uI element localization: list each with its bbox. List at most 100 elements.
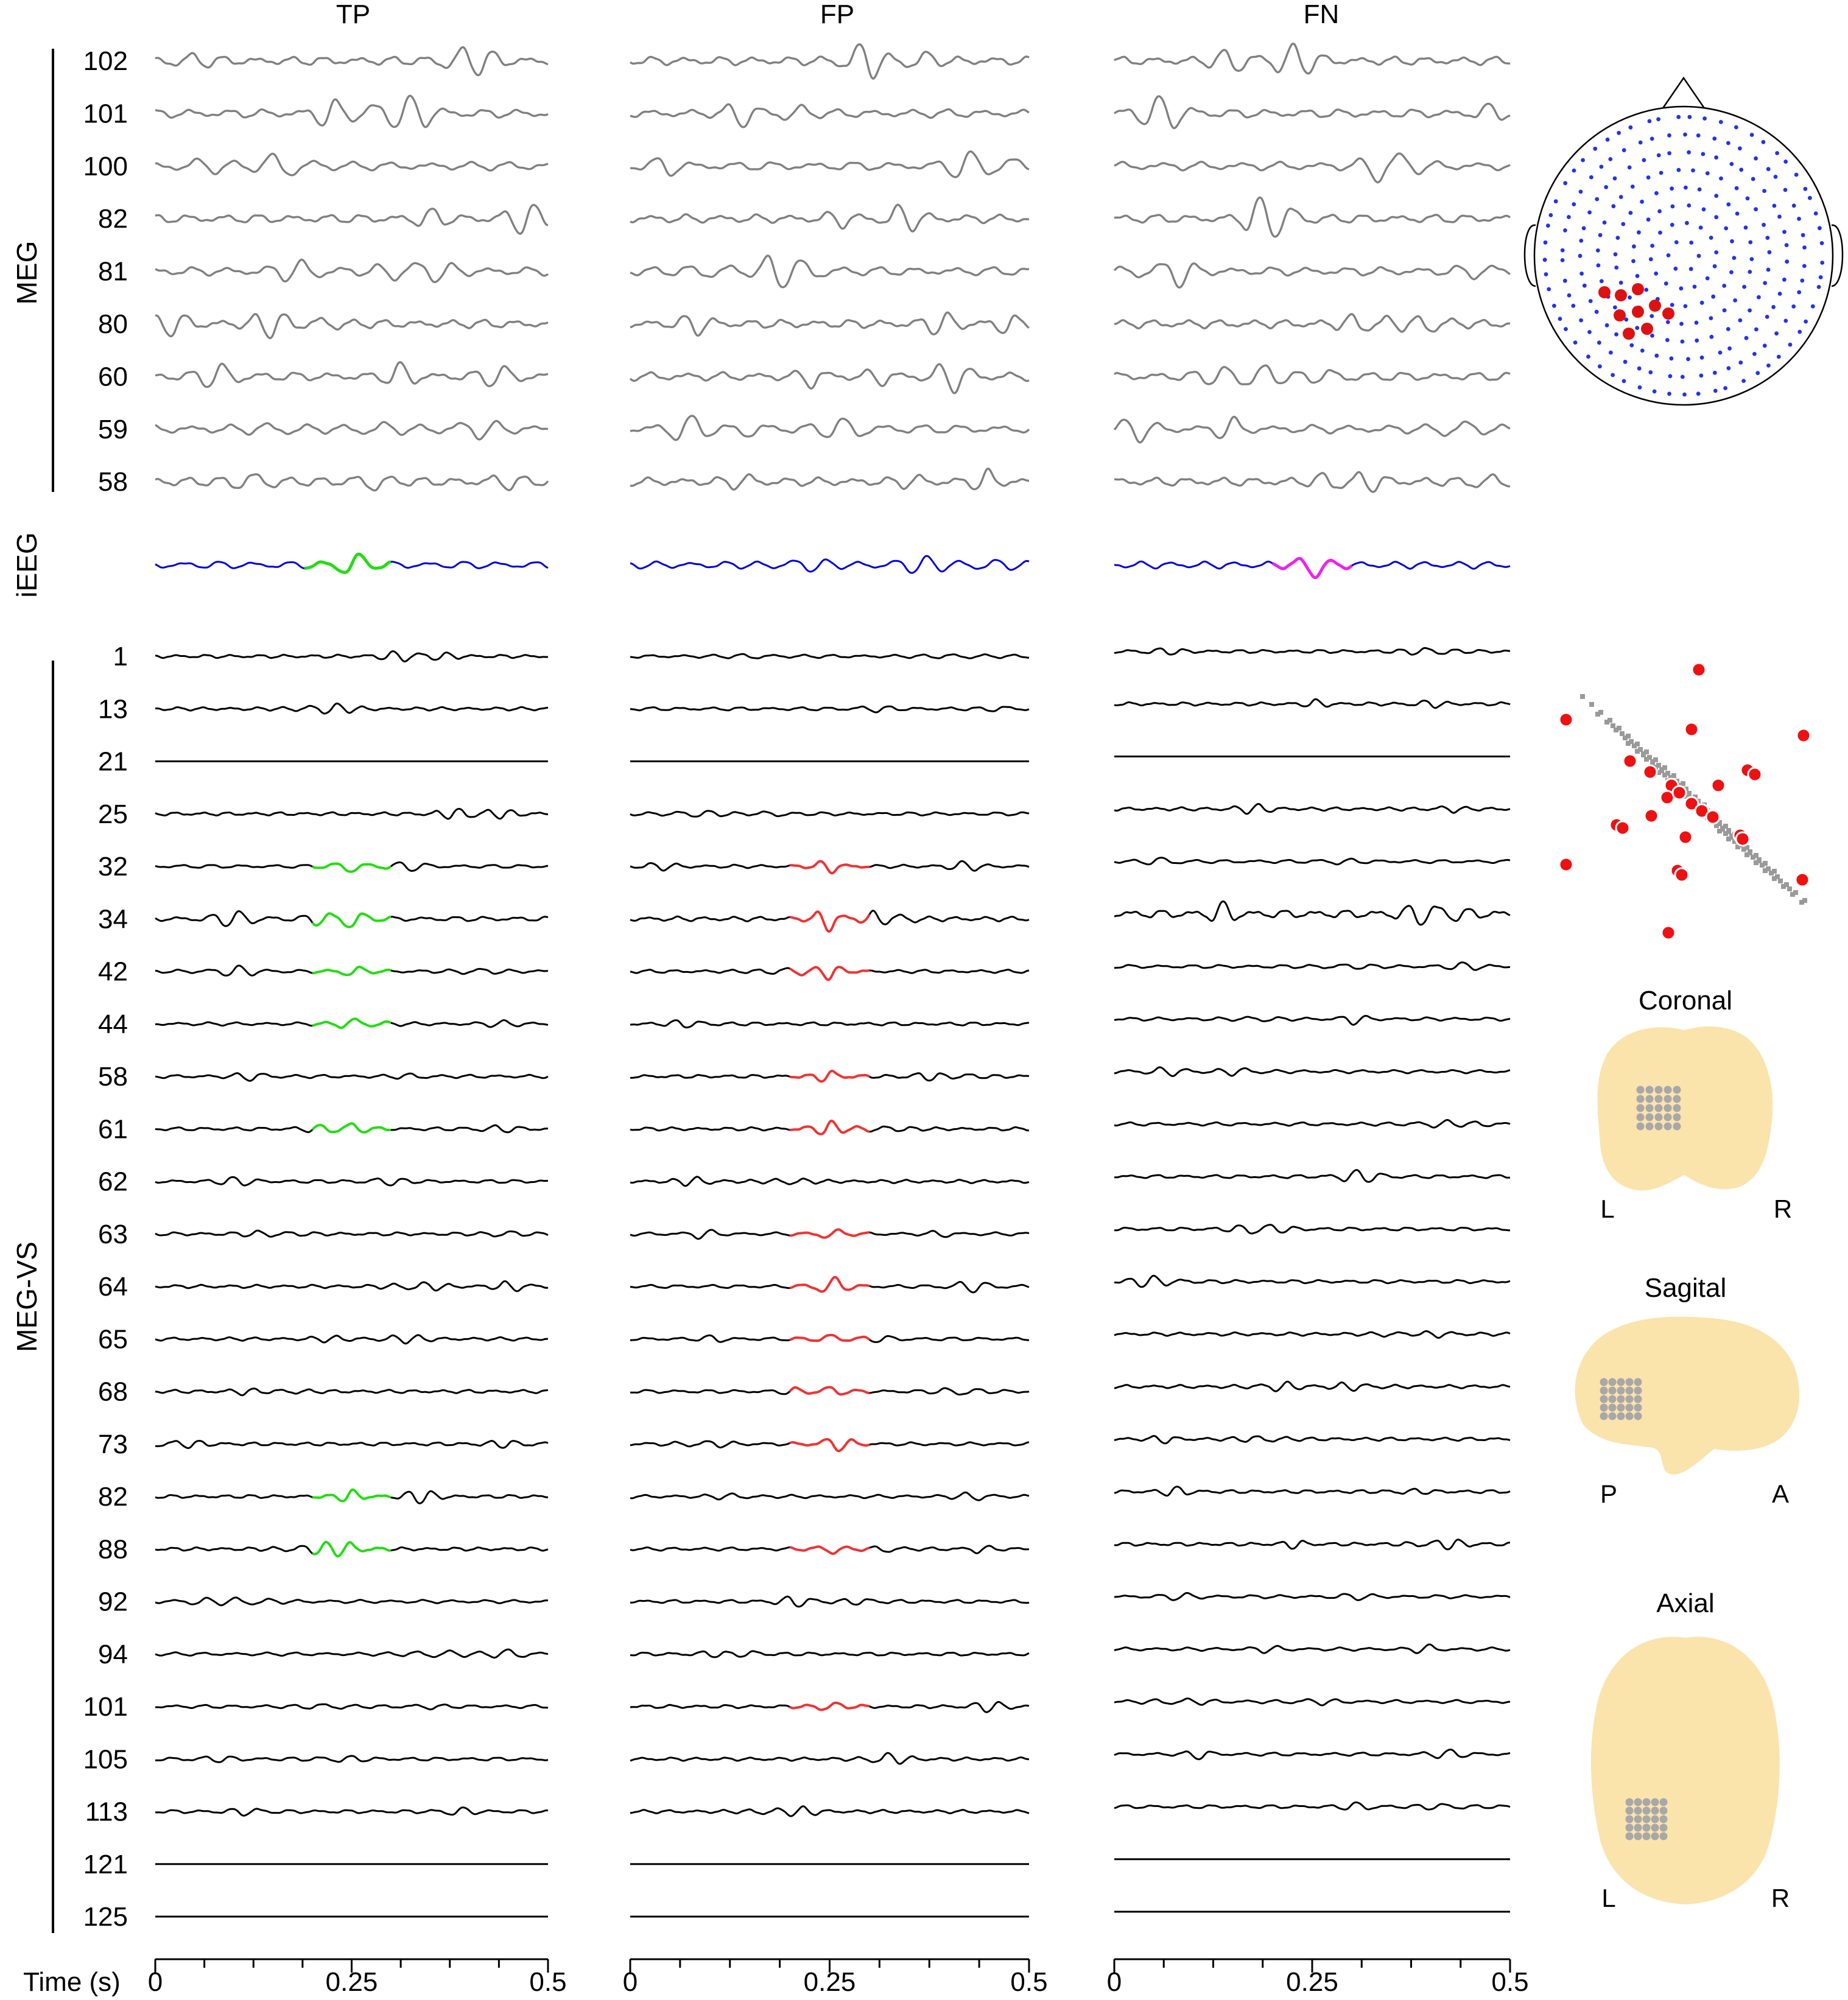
meg-sensor-dot: [1785, 259, 1790, 264]
meg-sensor-dot: [1613, 252, 1618, 257]
vs-trace-fp-73-tail: [869, 1441, 1030, 1447]
meg-sensor-dot: [1794, 172, 1799, 177]
vs-event-fp-34: [790, 910, 871, 933]
vs-event-fp-61: [789, 1119, 870, 1135]
electrode-dot: [1634, 1823, 1642, 1832]
electrode-dot: [1617, 1395, 1625, 1403]
meg-sensor-dot: [1612, 176, 1617, 181]
meg-sensor-dot: [1654, 271, 1659, 276]
vs-trace-tp-42-tail: [390, 967, 549, 975]
meg-sensor-dot: [1628, 295, 1632, 300]
electrode-dot: [1608, 1395, 1617, 1403]
megvs-channel-label: 94: [98, 1640, 128, 1669]
electrode-dot: [1634, 1798, 1642, 1806]
meg-sensor-dot: [1670, 222, 1674, 227]
meg-channel-labels: 102 101 100 82 81 80 60 59 58: [83, 46, 128, 497]
meg-channel-label: 80: [98, 309, 128, 339]
electrode-dot: [1608, 1386, 1617, 1395]
vs-trace-tp-61-tail: [391, 1124, 549, 1134]
meg-sensor-dot: [1687, 114, 1692, 119]
coronal-title: Coronal: [1639, 986, 1732, 1016]
meg-sensor-dot: [1699, 300, 1704, 305]
axial-brain-shape: [1590, 1637, 1780, 1904]
vs-grid-point: [1763, 868, 1768, 873]
vs-grid-point: [1726, 837, 1731, 841]
time-tick-label: 0: [148, 1967, 163, 1997]
meg-sensor-dot: [1604, 185, 1609, 189]
meg-sensor-dot: [1665, 320, 1670, 325]
meg-sensor-dot: [1579, 272, 1584, 276]
meg-sensor-dot: [1598, 233, 1603, 237]
meg-sensor-dot: [1689, 240, 1694, 245]
vs-event-fp-88: [789, 1545, 870, 1556]
vs-grid-point: [1644, 749, 1649, 754]
vs-trace-tp-101: [155, 1703, 549, 1711]
vs-trace-tp-88: [155, 1545, 313, 1554]
meg-sensor-dot: [1581, 226, 1586, 231]
meg-sensor-dot: [1705, 276, 1710, 281]
vs-trace-fn-63: [1114, 1224, 1511, 1235]
meg-sensor-dot: [1647, 119, 1652, 124]
vs-grid-point: [1720, 827, 1725, 832]
meg-sensor-dot: [1775, 151, 1780, 155]
meg-sensor-dot: [1558, 317, 1562, 321]
meg-sensor-dot: [1765, 236, 1770, 240]
meg-sensor-dot: [1696, 133, 1701, 138]
meg-sensor-dot: [1743, 225, 1748, 230]
traces: [155, 42, 1511, 1918]
meg-sensor-dot: [1543, 240, 1548, 245]
meg-sensor-dot: [1687, 203, 1692, 208]
selected-vs-point: [1710, 777, 1726, 793]
electrode-dot: [1625, 1798, 1634, 1806]
meg-trace-fn-59: [1113, 415, 1511, 444]
vs-grid-point: [1626, 734, 1631, 739]
meg-sensor-dot: [1695, 338, 1699, 343]
vs-event-fp-65: [789, 1333, 871, 1342]
meg-sensor-dot: [1777, 292, 1782, 296]
vs-grid-point: [1659, 768, 1664, 773]
vs-event-tp-42: [312, 966, 392, 977]
electrode-dot: [1642, 1823, 1651, 1832]
electrode-dot: [1642, 1806, 1651, 1815]
meg-group-label: MEG: [11, 241, 43, 305]
meg-sensor-dot: [1802, 264, 1807, 268]
vs-grid-point: [1693, 795, 1698, 799]
vs-grid-point: [1635, 749, 1640, 754]
vs-grid-point: [1607, 718, 1612, 723]
meg-sensor-dot: [1593, 146, 1598, 151]
electrode-dot: [1636, 1095, 1645, 1103]
meg-sensor-dot: [1699, 373, 1704, 378]
meg-sensor-dot: [1628, 211, 1633, 215]
meg-sensor-dot: [1567, 293, 1572, 298]
megvs-channel-label: 62: [98, 1167, 128, 1197]
meg-sensor-dot: [1658, 230, 1662, 235]
electrode-dot: [1617, 1378, 1625, 1386]
meg-sensor-dot: [1650, 244, 1655, 248]
meg-sensor-dot: [1727, 346, 1732, 351]
meg-sensor-dot: [1563, 181, 1568, 186]
meg-sensor-dot: [1757, 295, 1761, 300]
vs-trace-tp-82-tail: [390, 1490, 548, 1504]
meg-channel-label: 81: [98, 257, 128, 287]
meg-sensor-dot: [1719, 176, 1723, 181]
meg-sensor-dot: [1638, 140, 1643, 145]
meg-trace-fp-81: [630, 254, 1030, 289]
meg-sensor-dot: [1745, 196, 1750, 201]
selected-vs-point: [1671, 785, 1687, 801]
meg-sensor-dot: [1782, 277, 1787, 282]
vs-grid-point: [1620, 731, 1625, 736]
meg-sensor-dot: [1751, 177, 1755, 181]
meg-channel-label: 58: [98, 467, 128, 497]
meg-sensor-dot: [1783, 318, 1788, 323]
meg-sensor-dot: [1784, 243, 1789, 247]
meg-sensor-dot: [1676, 114, 1681, 119]
meg-sensor-dot: [1726, 327, 1730, 331]
meg-sensor-dot: [1718, 350, 1723, 355]
electrode-dot: [1645, 1104, 1654, 1112]
meg-sensor-dot: [1582, 283, 1587, 288]
vs-trace-fn-105: [1114, 1749, 1511, 1761]
electrode-dot: [1654, 1113, 1663, 1121]
meg-sensor-dot: [1696, 253, 1701, 258]
meg-sensor-dot: [1697, 187, 1702, 192]
vs-trace-fp-64-tail: [869, 1281, 1030, 1294]
